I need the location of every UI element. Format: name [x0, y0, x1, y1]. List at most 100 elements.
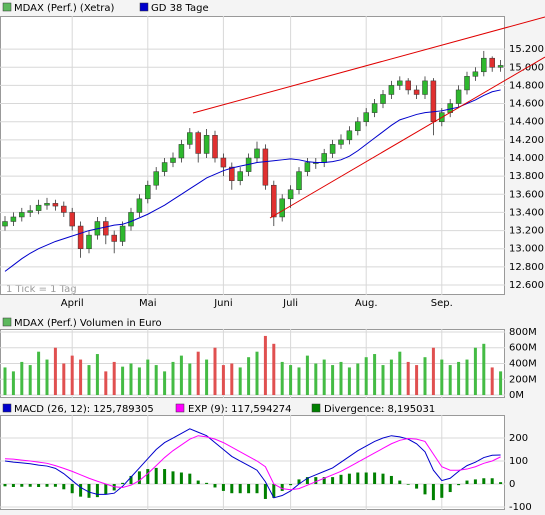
volume-bar: [305, 355, 309, 396]
volume-bar: [146, 359, 150, 396]
y-tick-label: 800M: [509, 327, 537, 338]
volume-bar: [70, 355, 74, 396]
divergence-bar: [95, 484, 99, 498]
candle-body: [355, 121, 361, 132]
divergence-bar: [440, 484, 444, 498]
divergence-bar: [87, 484, 91, 498]
volume-bar: [213, 347, 217, 396]
volume-bar: [104, 371, 108, 396]
y-tick-label: 14.200: [509, 135, 544, 146]
volume-bar: [356, 363, 360, 396]
x-tick-label: Sep.: [431, 298, 453, 309]
divergence-bar: [188, 473, 192, 485]
volume-bar: [322, 359, 326, 396]
divergence-bar: [146, 469, 150, 485]
volume-bar: [28, 365, 32, 396]
legend-label: MACD (26, 12): 125,789305: [14, 404, 154, 415]
candle-body: [489, 57, 495, 68]
volume-bar: [347, 367, 351, 396]
divergence-bar: [163, 469, 167, 485]
candle-body: [237, 171, 243, 181]
divergence-bar: [314, 477, 318, 485]
divergence-bar: [289, 484, 293, 486]
divergence-bar: [305, 477, 309, 485]
candle-body: [145, 184, 151, 200]
divergence-bar: [11, 484, 15, 487]
divergence-bar: [45, 484, 49, 487]
divergence-bar: [398, 480, 402, 485]
y-tick-label: 13.800: [509, 171, 544, 182]
y-tick-label: 13.400: [509, 207, 544, 218]
legend-swatch: [311, 403, 321, 413]
divergence-bar: [347, 473, 351, 485]
candle-body: [464, 76, 470, 91]
divergence-bar: [247, 484, 251, 494]
volume-bar: [423, 357, 427, 396]
divergence-bar: [230, 484, 234, 494]
divergence-bar: [196, 480, 200, 485]
volume-bar: [398, 351, 402, 396]
y-tick-label: -100: [509, 502, 532, 513]
candle-body: [304, 162, 311, 172]
divergence-bar: [28, 484, 32, 487]
volume-bar: [205, 359, 209, 396]
divergence-bar: [280, 484, 284, 491]
candle-body: [178, 144, 185, 159]
divergence-bar: [415, 484, 419, 489]
divergence-bar: [3, 484, 7, 487]
legend-swatch: [2, 317, 12, 327]
volume-bar: [121, 366, 125, 396]
tick-note: 1 Tick = 1 Tag: [6, 284, 77, 295]
divergence-bar: [297, 479, 301, 485]
y-tick-label: 12.600: [509, 280, 544, 291]
candle-body: [481, 57, 487, 73]
candle-body: [380, 94, 386, 104]
candle-body: [161, 162, 168, 172]
divergence-bar: [62, 484, 66, 490]
volume-title: MDAX (Perf.) Volumen in Euro: [14, 318, 162, 329]
volume-bar: [247, 357, 251, 396]
y-tick-label: 13.000: [509, 244, 544, 255]
y-tick-label: 600M: [509, 343, 537, 354]
divergence-bar: [221, 484, 225, 491]
candle-body: [254, 148, 260, 159]
volume-bar: [457, 361, 461, 396]
candle-body: [430, 80, 437, 122]
candle-body: [346, 130, 353, 141]
divergence-bar: [406, 484, 410, 485]
divergence-bar: [473, 479, 477, 485]
y-tick-label: 200: [509, 433, 528, 444]
volume-bar: [339, 361, 343, 396]
lower-trendline: [269, 56, 545, 219]
candle-body: [212, 135, 218, 159]
candle-body: [44, 203, 50, 206]
divergence-bar: [381, 473, 385, 485]
volume-bar: [87, 365, 91, 396]
volume-bar: [490, 367, 494, 396]
candle-body: [111, 234, 117, 242]
divergence-bar: [70, 484, 74, 494]
divergence-bar: [339, 474, 343, 485]
candle-body: [497, 65, 504, 68]
candle-body: [203, 135, 210, 154]
volume-bar: [154, 365, 158, 396]
volume-bar: [179, 355, 183, 396]
legend-swatch: [2, 403, 12, 413]
marks: April Mai Juni Juli Aug. Sep. 12.600 12.800 13.0…: [0, 16, 544, 513]
volume-bar: [314, 363, 318, 396]
line: [4, 435, 501, 491]
divergence-bar: [79, 484, 83, 497]
volume-bar: [255, 351, 259, 396]
candle-body: [187, 132, 193, 145]
y-tick-label: 14.600: [509, 99, 544, 110]
volume-bar: [373, 354, 377, 396]
divergence-bar: [179, 472, 183, 485]
candle-body: [52, 203, 59, 207]
divergence-bar: [272, 484, 276, 498]
candle-body: [103, 221, 109, 236]
candle-body: [472, 71, 479, 77]
candle-body: [170, 157, 176, 163]
candle-body: [371, 103, 378, 113]
divergence-bar: [331, 477, 335, 485]
candle-body: [287, 189, 294, 200]
